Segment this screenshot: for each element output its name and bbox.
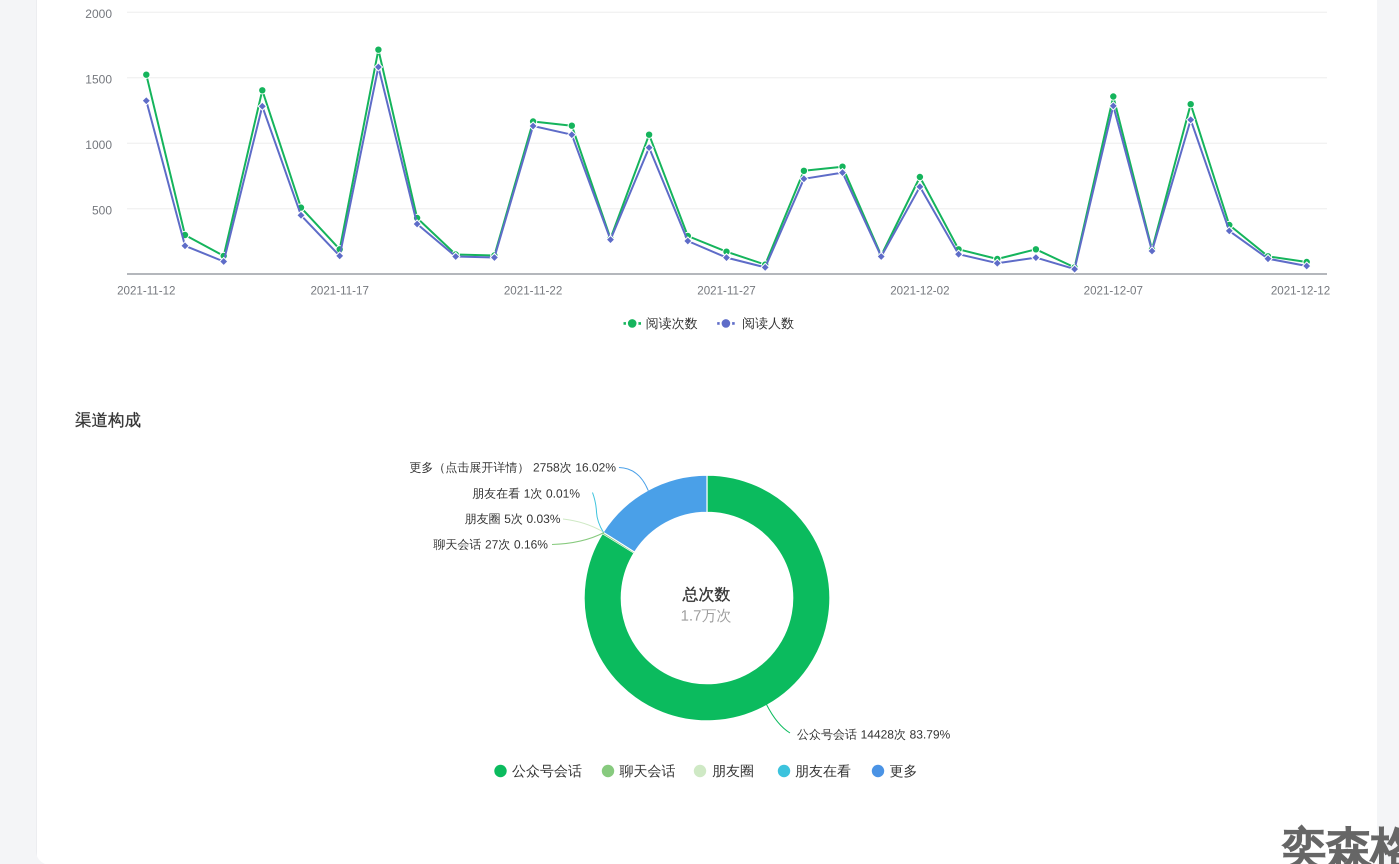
- svg-text:2021-12-02: 2021-12-02: [890, 284, 949, 297]
- svg-text:2021-12-12: 2021-12-12: [1271, 284, 1330, 297]
- svg-text:2000: 2000: [85, 7, 112, 21]
- svg-text:2021-11-22: 2021-11-22: [504, 284, 562, 297]
- svg-text:500: 500: [92, 204, 112, 218]
- svg-text:2021-12-07: 2021-12-07: [1084, 284, 1143, 297]
- svg-text:2021-11-27: 2021-11-27: [697, 284, 755, 297]
- svg-text:1500: 1500: [85, 73, 112, 87]
- svg-text:2021-11-12: 2021-11-12: [117, 284, 175, 297]
- svg-text:2021-11-17: 2021-11-17: [310, 284, 368, 297]
- svg-text:1000: 1000: [85, 138, 112, 152]
